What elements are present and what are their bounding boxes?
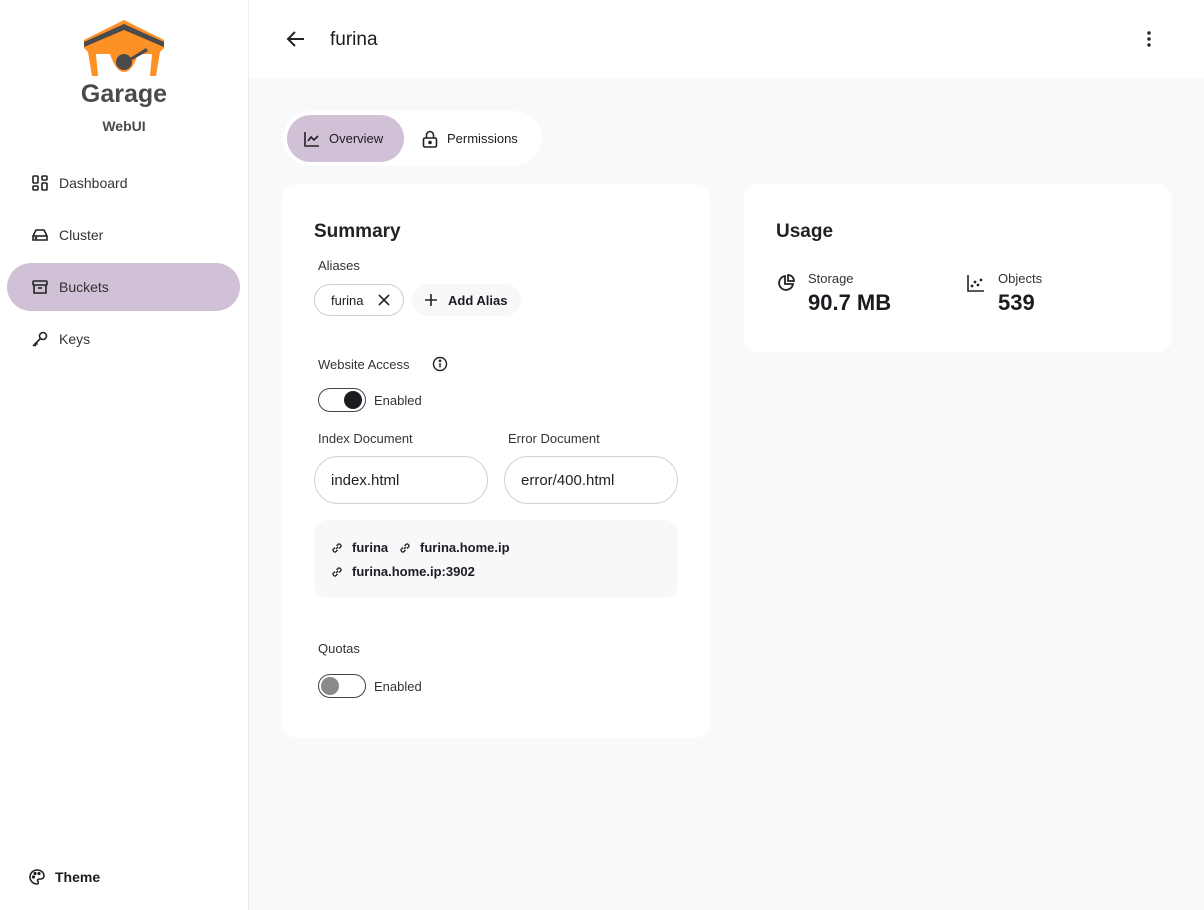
summary-card: Summary Aliases furina Add Alias Website… <box>282 184 710 738</box>
sidebar-item-label: Dashboard <box>59 175 128 191</box>
quotas-toggle[interactable] <box>318 674 366 698</box>
index-document-input[interactable]: index.html <box>314 456 488 504</box>
sidebar-item-label: Buckets <box>59 279 109 295</box>
plus-icon <box>425 294 437 306</box>
dashboard-icon <box>32 175 48 191</box>
info-icon[interactable] <box>432 356 448 372</box>
theme-label: Theme <box>55 869 101 885</box>
sidebar-item-label: Cluster <box>59 227 104 243</box>
theme-button[interactable]: Theme <box>28 868 100 886</box>
website-link[interactable]: furina.home.ip <box>398 540 510 555</box>
objects-value: 539 <box>998 290 1035 315</box>
link-icon <box>332 566 342 577</box>
sidebar-item-cluster[interactable]: Cluster <box>7 211 240 259</box>
website-link[interactable]: furina <box>330 540 388 555</box>
more-vertical-icon[interactable] <box>1139 28 1159 50</box>
website-link[interactable]: furina.home.ip:3902 <box>330 564 475 579</box>
quotas-toggle-label: Enabled <box>374 679 422 694</box>
index-document-label: Index Document <box>318 431 413 446</box>
link-icon <box>332 542 342 553</box>
link-icon <box>400 542 410 553</box>
objects-stat: Objects 539 <box>966 271 1042 316</box>
sidebar-item-keys[interactable]: Keys <box>7 315 240 363</box>
garage-logo <box>84 20 164 76</box>
close-icon[interactable] <box>377 294 390 306</box>
storage-stat: Storage 90.7 MB <box>776 271 891 316</box>
palette-icon <box>29 869 45 885</box>
tab-overview[interactable]: Overview <box>287 115 404 162</box>
link-text: furina.home.ip:3902 <box>352 564 475 579</box>
usage-title: Usage <box>776 221 834 242</box>
scatter-chart-icon <box>967 275 984 292</box>
sidebar: Garage WebUI Dashboard Cluster Buckets K… <box>0 0 249 910</box>
objects-label: Objects <box>998 271 1043 286</box>
sidebar-item-dashboard[interactable]: Dashboard <box>7 159 240 207</box>
back-arrow-icon[interactable] <box>285 28 307 50</box>
error-document-input[interactable]: error/400.html <box>504 456 678 504</box>
sidebar-item-buckets[interactable]: Buckets <box>7 263 240 311</box>
brand-subtitle: WebUI <box>102 118 146 134</box>
brand-name: Garage <box>80 80 168 108</box>
website-access-toggle[interactable] <box>318 388 366 412</box>
tab-bar: Overview Permissions <box>283 111 542 166</box>
summary-title: Summary <box>314 221 401 242</box>
link-text: furina.home.ip <box>420 540 510 555</box>
storage-value: 90.7 MB <box>808 290 892 315</box>
alias-chip: furina <box>314 284 404 316</box>
hard-drive-icon <box>32 229 48 241</box>
sidebar-item-label: Keys <box>59 331 91 347</box>
alias-text: furina <box>331 292 364 308</box>
page-header: furina <box>249 0 1204 78</box>
page-title: furina <box>330 29 378 50</box>
website-access-label: Website Access <box>318 357 410 372</box>
link-text: furina <box>352 540 389 555</box>
archive-icon <box>32 280 48 294</box>
tab-permissions[interactable]: Permissions <box>405 115 540 162</box>
website-links: furina furina.home.ip furina.home.ip:390… <box>314 520 678 598</box>
key-icon <box>32 331 48 347</box>
chart-line-icon <box>304 131 319 147</box>
tab-label: Permissions <box>447 131 518 146</box>
add-alias-label: Add Alias <box>448 292 508 308</box>
aliases-label: Aliases <box>318 258 360 273</box>
add-alias-button[interactable]: Add Alias <box>412 284 521 316</box>
pie-chart-icon <box>778 274 795 291</box>
usage-card: Usage Storage 90.7 MB Objects 539 <box>744 184 1172 352</box>
tab-label: Overview <box>329 131 384 146</box>
quotas-label: Quotas <box>318 641 360 656</box>
website-toggle-label: Enabled <box>374 393 422 408</box>
storage-label: Storage <box>808 271 854 286</box>
lock-icon <box>422 130 438 148</box>
error-document-label: Error Document <box>508 431 600 446</box>
